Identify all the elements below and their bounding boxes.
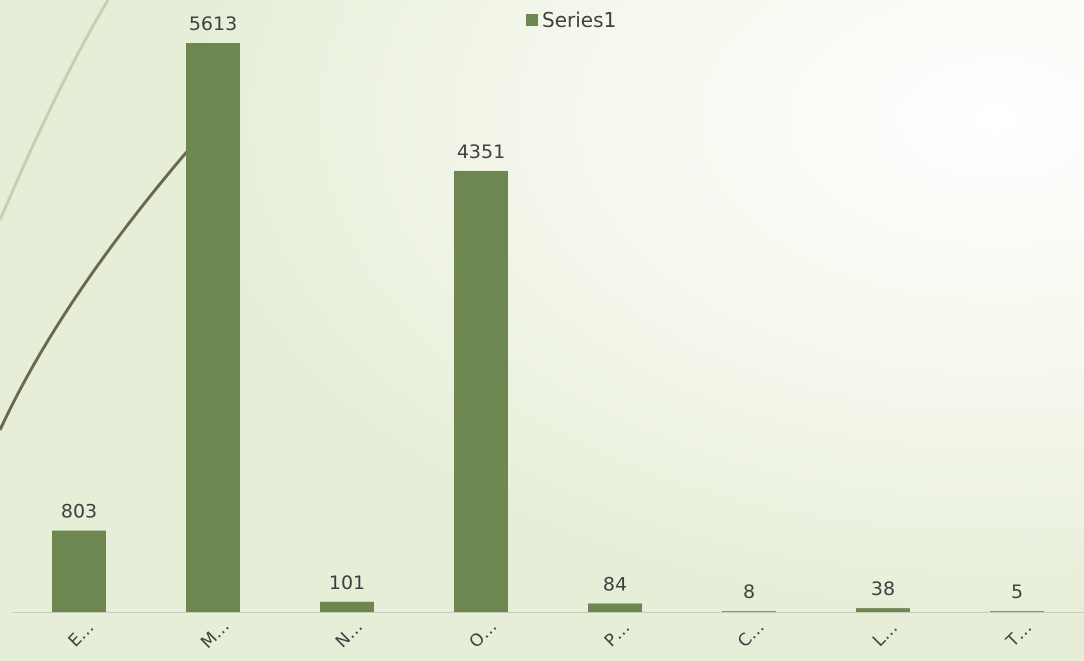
data-label-0: 803 [61,501,97,523]
data-label-7: 5 [1011,581,1023,603]
data-label-4: 84 [603,573,627,595]
x-tick-label-5: C… [734,617,769,652]
x-tick-label-3: O… [466,617,502,653]
bar-6 [856,608,910,612]
legend: Series1 [526,8,616,32]
x-tick-label-1: M… [197,616,234,653]
decorative-curve-dark [0,147,192,431]
bar-4 [588,603,642,612]
bar-0 [52,530,106,612]
decorative-curve-light [0,0,110,221]
bar-2 [320,601,374,612]
x-tick-label-2: N… [332,617,367,652]
bar-7 [990,611,1044,612]
legend-label: Series1 [542,8,617,32]
x-tick-label-4: P… [601,618,634,651]
legend-swatch [526,14,538,26]
bar-3 [454,170,508,613]
data-label-2: 101 [329,572,365,594]
bar-1 [186,43,240,612]
bar-5 [722,611,776,612]
data-label-6: 38 [871,578,895,600]
x-tick-label-7: T… [1002,618,1036,652]
data-label-5: 8 [743,581,755,603]
data-label-1: 5613 [189,13,237,35]
x-tick-label-0: E… [65,618,99,652]
data-label-3: 4351 [457,141,505,163]
x-tick-label-6: L… [869,618,902,651]
